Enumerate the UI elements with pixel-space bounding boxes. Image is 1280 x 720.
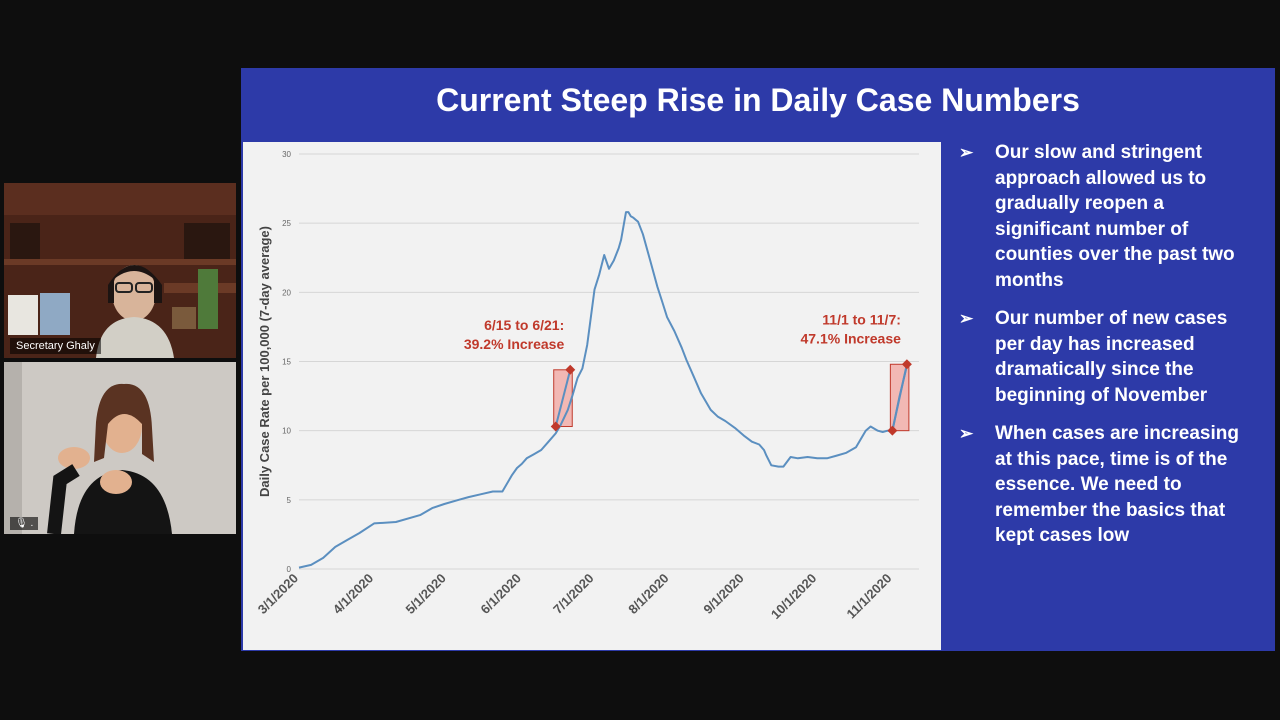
annotation-marker bbox=[887, 425, 898, 436]
bullet-item: ➢ Our slow and stringent approach allowe… bbox=[957, 140, 1257, 293]
speaker-video-frame bbox=[4, 183, 236, 358]
mic-muted-status[interactable]: 🎙︎ . bbox=[10, 517, 39, 530]
chart-panel: 0 5 10 15 20 25 30 3/1/2020 4/1/2020 5/1/2020 6/1/… bbox=[243, 142, 941, 650]
annotation-segment bbox=[554, 369, 572, 427]
series-line bbox=[298, 211, 908, 569]
annotation-label: 11/1 to 11/7: bbox=[822, 311, 901, 327]
video-tile-interpreter[interactable]: 🎙︎ . bbox=[4, 362, 236, 534]
bullet-item: ➢ Our number of new cases per day has in… bbox=[957, 306, 1257, 408]
annotation-segment bbox=[891, 364, 908, 431]
status-label: . bbox=[30, 518, 34, 529]
y-tick-label: 20 bbox=[282, 288, 291, 297]
annotation-marker bbox=[550, 421, 561, 432]
x-tick-label: 4/1/2020 bbox=[330, 571, 376, 617]
interpreter-video-frame bbox=[4, 362, 236, 534]
video-tile-speaker[interactable]: Secretary Ghaly bbox=[4, 183, 236, 358]
participant-name: Secretary Ghaly bbox=[10, 338, 101, 354]
annotation-marker bbox=[565, 364, 576, 375]
arrowhead-icon: ➢ bbox=[959, 424, 974, 443]
y-tick-label: 30 bbox=[282, 150, 291, 159]
x-tick-label: 9/1/2020 bbox=[700, 571, 746, 617]
x-tick-label: 7/1/2020 bbox=[550, 571, 596, 617]
bullet-text: When cases are increasing at this pace, … bbox=[995, 423, 1239, 546]
y-axis-label: Daily Case Rate per 100,000 (7-day avera… bbox=[257, 226, 272, 497]
x-tick-label: 6/1/2020 bbox=[478, 571, 524, 617]
x-tick-label: 8/1/2020 bbox=[625, 571, 671, 617]
y-tick-label: 0 bbox=[287, 565, 292, 574]
x-tick-label: 3/1/2020 bbox=[255, 571, 301, 617]
x-tick-label: 10/1/2020 bbox=[768, 571, 820, 623]
x-tick-label: 5/1/2020 bbox=[402, 571, 448, 617]
bullet-text: Our slow and stringent approach allowed … bbox=[995, 142, 1235, 291]
y-tick-label: 5 bbox=[287, 496, 292, 505]
annotation-label: 6/15 to 6/21: bbox=[484, 317, 564, 333]
annotation-marker bbox=[901, 359, 912, 370]
slide-title: Current Steep Rise in Daily Case Numbers bbox=[436, 82, 1080, 118]
y-tick-label: 25 bbox=[282, 219, 291, 228]
bullet-list: ➢ Our slow and stringent approach allowe… bbox=[957, 140, 1257, 562]
bullet-item: ➢ When cases are increasing at this pace… bbox=[957, 421, 1257, 549]
y-tick-label: 15 bbox=[282, 358, 291, 367]
x-tick-label: 11/1/2020 bbox=[843, 571, 894, 622]
annotation-label: 39.2% Increase bbox=[464, 336, 565, 352]
arrowhead-icon: ➢ bbox=[959, 143, 974, 162]
shared-slide: Current Steep Rise in Daily Case Numbers… bbox=[241, 68, 1275, 651]
bullet-text: Our number of new cases per day has incr… bbox=[995, 308, 1228, 406]
line-chart: 0 5 10 15 20 25 30 3/1/2020 4/1/2020 5/1/2020 6/1/… bbox=[255, 150, 919, 623]
y-tick-label: 10 bbox=[282, 427, 291, 436]
arrowhead-icon: ➢ bbox=[959, 309, 974, 328]
annotation-label: 47.1% Increase bbox=[800, 330, 901, 346]
mic-muted-icon: 🎙︎ bbox=[15, 518, 28, 529]
